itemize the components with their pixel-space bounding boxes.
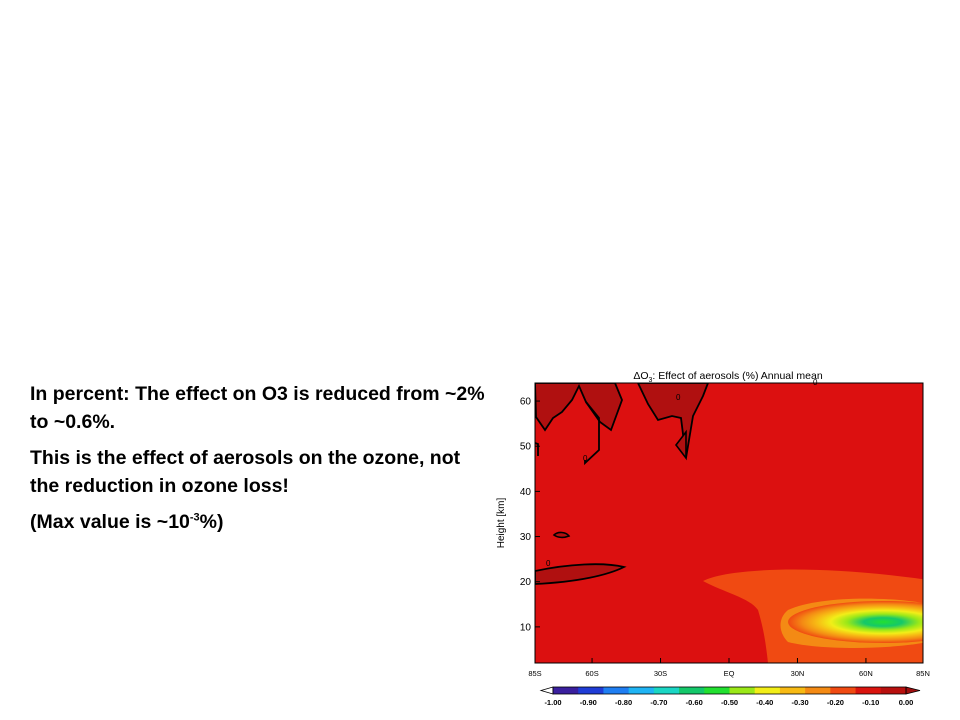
colorbar-swatch [779, 687, 806, 694]
colorbar-swatch [805, 687, 831, 694]
colorbar-tick-label: -0.70 [650, 698, 667, 707]
max-value-prefix: (Max value is ~10 [30, 511, 190, 533]
tropopause-hotspot [788, 601, 923, 643]
y-axis-label: Height [km] [496, 497, 507, 548]
colorbar-swatch [855, 687, 882, 694]
y-tick-label: 10 [520, 622, 532, 633]
colorbar-swatch [679, 687, 705, 694]
chart-title-subscript: 3 [649, 377, 653, 384]
slide-text: In percent: The effect on O3 is reduced … [30, 380, 490, 544]
x-tick-label: 85S [528, 669, 541, 678]
y-tick-label: 20 [520, 577, 532, 588]
y-tick-label: 40 [520, 487, 532, 498]
positive-region-small-right [674, 429, 687, 461]
colorbar: -1.00 -0.90 -0.80 -0.70 -0.60 -0.50 -0.40 -0.30… [539, 686, 921, 707]
y-tick-label: 60 [520, 397, 532, 408]
colorbar-tick-label: -0.40 [756, 698, 773, 707]
colorbar-swatch [830, 687, 856, 694]
x-tick-label: 30N [791, 669, 805, 678]
positive-region-top-left [535, 383, 623, 432]
colorbar-swatch [578, 687, 604, 694]
colorbar-swatch [754, 687, 781, 694]
contour-label: 0 [546, 559, 551, 568]
contour-label: 0 [676, 393, 681, 402]
colorbar-tick-label: -0.50 [721, 698, 738, 707]
colorbar-tick-label: 0.00 [899, 698, 914, 707]
colorbar-tick-label: -0.80 [615, 698, 632, 707]
chart-title-prefix: ΔO [633, 370, 648, 382]
x-tick-label: EQ [724, 669, 735, 678]
y-axis: 10 20 30 40 50 60 [520, 397, 540, 633]
x-tick-label: 30S [654, 669, 667, 678]
colorbar-tick-label: -1.00 [544, 698, 561, 707]
chart-title-suffix: : Effect of aerosols (%) Annual mean [652, 370, 822, 382]
positive-region-low-left [535, 563, 627, 585]
contour-label: 0 [583, 454, 588, 463]
colorbar-swatch [880, 687, 907, 694]
max-value-suffix: %) [199, 511, 224, 533]
chart-title: ΔO3: Effect of aerosols (%) Annual mean [633, 370, 822, 384]
colorbar-swatch [729, 687, 756, 694]
max-value-exponent: -3 [189, 511, 200, 524]
y-tick-label: 50 [520, 442, 532, 453]
colorbar-under-arrow [539, 686, 554, 695]
colorbar-swatch [653, 687, 680, 694]
colorbar-swatch [553, 687, 579, 694]
positive-region-tiny [552, 531, 571, 539]
colorbar-frame [552, 686, 907, 695]
paragraph-ozone-effect: In percent: The effect on O3 is reduced … [30, 383, 485, 433]
colorbar-swatch [628, 687, 655, 694]
colorbar-swatch [603, 687, 630, 694]
x-tick-label: 60N [859, 669, 873, 678]
paragraph-aerosol-note: This is the effect of aerosols on the oz… [30, 447, 461, 497]
colorbar-tick-label: -0.30 [792, 698, 809, 707]
colorbar-swatch [704, 687, 730, 694]
x-tick-label: 85N [916, 669, 930, 678]
colorbar-tick-label: -0.60 [686, 698, 703, 707]
contour-line-left-spike [584, 401, 600, 466]
y-tick-label: 30 [520, 532, 532, 543]
x-tick-label: 60S [585, 669, 598, 678]
colorbar-over-arrow [905, 686, 921, 695]
contour-line-left-fragment [535, 442, 539, 456]
x-axis: 85S 60S 30S EQ 30N 60N 85N [528, 658, 930, 678]
colorbar-tick-label: -0.10 [862, 698, 879, 707]
paragraph-max-value: (Max value is ~10-3%) [30, 508, 490, 536]
plot-field [535, 383, 923, 663]
ozone-aerosol-chart: ΔO3: Effect of aerosols (%) Annual mean … [496, 370, 930, 707]
colorbar-tick-label: -0.90 [580, 698, 597, 707]
colorbar-tick-label: -0.20 [827, 698, 844, 707]
